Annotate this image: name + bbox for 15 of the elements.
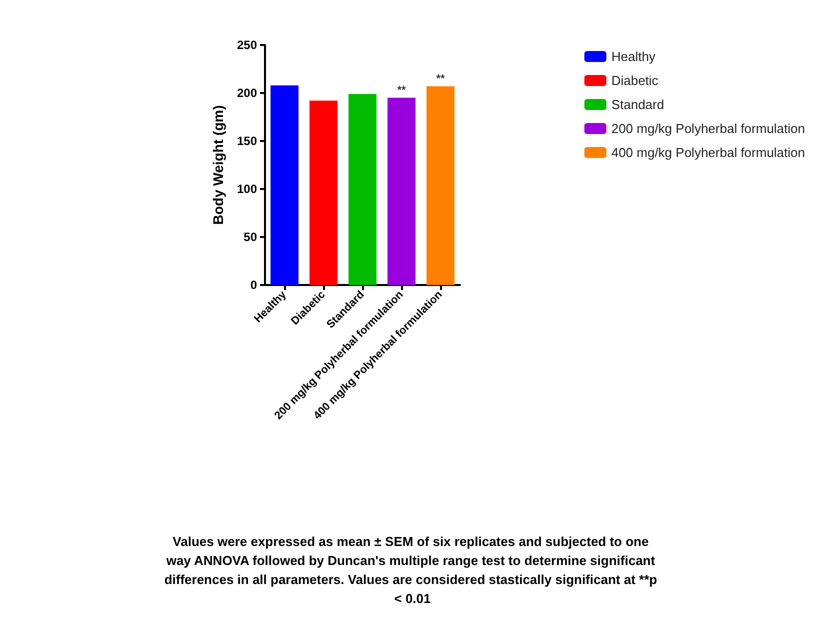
legend-label: Diabetic <box>611 73 659 88</box>
y-tick-label: 150 <box>236 134 258 148</box>
y-tick-label: 250 <box>236 38 258 52</box>
legend-label: Healthy <box>611 49 656 64</box>
legend-label: Standard <box>611 97 664 112</box>
y-tick-label: 200 <box>236 86 258 100</box>
annotation: ** <box>436 72 446 85</box>
annotation: ** <box>397 84 406 96</box>
y-axis-title: Body Weight (gm) <box>210 105 226 225</box>
y-tick-label: 100 <box>236 182 258 196</box>
y-tick-label: 50 <box>244 230 258 244</box>
y-tick-label: 0 <box>250 278 258 292</box>
text: Values were expressed as mean ± SEM of six replicates and subjected to one way ANNOVA followed by Duncan's multiple range test to determine significant differences in all parameters. Values are considered stastically significant at **p < 0.01 <box>164 534 661 606</box>
legend-label: 200 mg/kg Polyherbal formulation <box>611 121 806 136</box>
legend-label: 400 mg/kg Polyherbal formulation <box>611 145 806 160</box>
